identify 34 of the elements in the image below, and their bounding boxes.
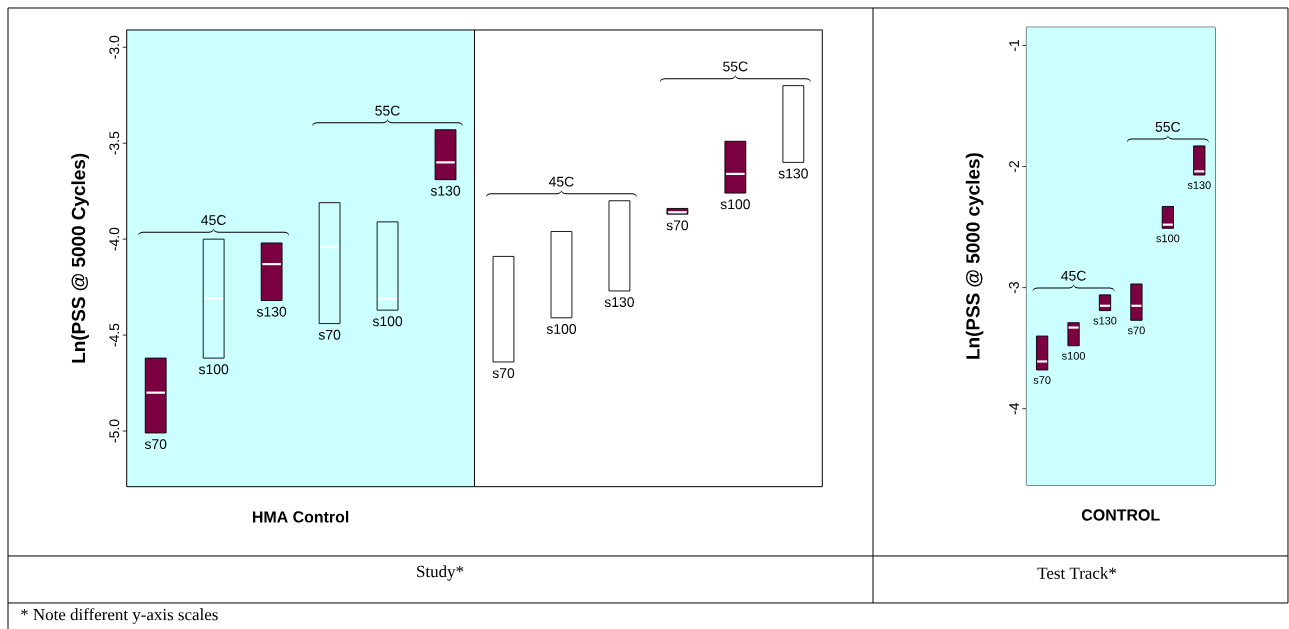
category-label: s100 bbox=[198, 364, 229, 374]
category-label: s130 bbox=[778, 168, 808, 179]
y-tick-label: -4.5 bbox=[109, 323, 120, 347]
category-label: s70 bbox=[144, 438, 167, 449]
category-label: s100 bbox=[720, 199, 750, 209]
annotation: 55C bbox=[723, 61, 748, 72]
category-label: s100 bbox=[546, 323, 577, 334]
y-tick-label: -5.0 bbox=[109, 419, 120, 443]
y-tick-label: -3 bbox=[1009, 281, 1019, 293]
category-label: s130 bbox=[256, 306, 287, 317]
x-axis-title: CONTROL bbox=[1081, 509, 1160, 521]
annotation: 55C bbox=[1155, 121, 1181, 132]
category-label: s70 bbox=[318, 329, 341, 340]
y-tick-label: -3.0 bbox=[109, 35, 120, 59]
y-tick-label: -4.0 bbox=[109, 227, 120, 251]
text: Study* bbox=[417, 565, 464, 581]
category-label: s130 bbox=[430, 185, 461, 196]
category-label: s70 bbox=[492, 367, 515, 378]
y-tick-label: -2 bbox=[1009, 160, 1019, 172]
annotation: 45C bbox=[201, 214, 226, 225]
text: Test Track* bbox=[1037, 566, 1117, 579]
x-axis-title: HMA Control bbox=[252, 510, 349, 523]
annotation: 45C bbox=[1061, 270, 1086, 281]
category-label: s130 bbox=[604, 296, 635, 307]
annotation: 55C bbox=[375, 105, 400, 116]
category-label: s70 bbox=[666, 220, 689, 231]
annotation: 45C bbox=[548, 176, 574, 187]
y-tick-label: -3.5 bbox=[109, 131, 120, 155]
category-label: s100 bbox=[372, 316, 403, 326]
text: * Note different y-axis scales bbox=[21, 607, 218, 624]
y-axis-title: Ln(PSS @ 5000 Cycles) bbox=[71, 153, 89, 363]
y-tick-label: -4 bbox=[1009, 402, 1019, 415]
y-tick-label: -1 bbox=[1009, 39, 1019, 51]
y-axis-title: Ln(PSS @ 5000 cycles) bbox=[965, 152, 984, 359]
